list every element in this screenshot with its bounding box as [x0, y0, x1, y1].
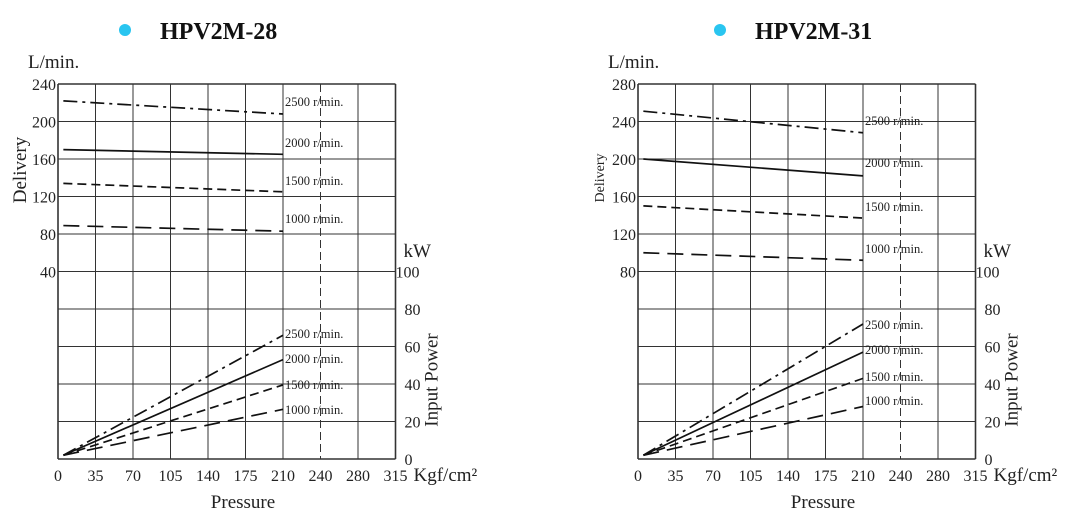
delivery-line-1000 [643, 251, 864, 262]
x-tick-label: 70 [705, 468, 721, 485]
power-tick-label: 100 [976, 265, 1000, 282]
x-tick-label: 105 [159, 468, 183, 485]
delivery-line-2000 [63, 148, 284, 156]
x-tick-label: 240 [889, 468, 913, 485]
power-line-1500 [643, 377, 864, 457]
delivery-tick-label: 280 [612, 77, 636, 94]
x-tick-label: 140 [196, 468, 220, 485]
delivery-line-2500 [643, 110, 864, 134]
power-series-label: 1000 r/min. [285, 403, 343, 417]
power-tick-label: 0 [985, 452, 993, 469]
power-tick-label: 20 [985, 415, 1001, 432]
power-line-1000 [63, 408, 284, 457]
x-tick-label: 105 [739, 468, 763, 485]
delivery-tick-label: 120 [32, 190, 56, 207]
x-axis-title: Pressure [211, 492, 275, 513]
x-tick-label: 280 [926, 468, 950, 485]
delivery-tick-label: 160 [612, 190, 636, 207]
chart-title: HPV2M-28 [160, 19, 277, 45]
delivery-series-label: 2000 r/min. [865, 156, 923, 170]
power-tick-label: 40 [985, 377, 1001, 394]
delivery-line-1500 [63, 182, 284, 193]
x-axis-title: Pressure [791, 492, 855, 513]
x-tick-label: 175 [234, 468, 258, 485]
power-series-label: 1000 r/min. [865, 394, 923, 408]
power-line-2000 [63, 358, 284, 457]
power-axis-title: Input Power [422, 333, 443, 427]
x-unit-label: Kgf/cm² [994, 465, 1058, 486]
delivery-tick-label: 160 [32, 152, 56, 169]
delivery-tick-label: 80 [620, 265, 636, 282]
delivery-axis-title: Delivery [10, 136, 31, 203]
delivery-series-label: 1500 r/min. [865, 200, 923, 214]
power-tick-label: 20 [405, 415, 421, 432]
delivery-axis-title: Delivery [593, 154, 608, 203]
x-tick-label: 70 [125, 468, 141, 485]
power-tick-label: 60 [405, 340, 421, 357]
delivery-tick-label: 40 [40, 265, 56, 282]
power-line-2500 [642, 323, 864, 456]
x-unit-label: Kgf/cm² [414, 465, 478, 486]
power-tick-label: 80 [985, 302, 1001, 319]
delivery-tick-label: 120 [612, 227, 636, 244]
delivery-unit-label: L/min. [608, 52, 659, 73]
delivery-line-1500 [643, 205, 864, 219]
power-series-label: 1500 r/min. [285, 378, 343, 392]
delivery-line-2000 [643, 158, 864, 177]
x-tick-label: 175 [814, 468, 838, 485]
power-unit-label: kW [984, 241, 1012, 262]
power-series-label: 2500 r/min. [285, 327, 343, 341]
power-series-label: 2000 r/min. [285, 352, 343, 366]
power-series-label: 2500 r/min. [865, 318, 923, 332]
power-line-1000 [643, 405, 864, 457]
x-tick-label: 35 [88, 468, 104, 485]
power-line-2500 [62, 334, 284, 456]
delivery-series-label: 1500 r/min. [285, 174, 343, 188]
chart-title: HPV2M-31 [755, 19, 872, 45]
x-tick-label: 140 [776, 468, 800, 485]
bullet-icon [119, 24, 131, 36]
power-series-label: 2000 r/min. [865, 343, 923, 357]
power-tick-label: 100 [396, 265, 420, 282]
delivery-tick-label: 80 [40, 227, 56, 244]
x-tick-label: 0 [54, 468, 62, 485]
x-tick-label: 315 [384, 468, 408, 485]
delivery-series-label: 2500 r/min. [285, 95, 343, 109]
power-tick-label: 0 [405, 452, 413, 469]
power-series-label: 1500 r/min. [865, 370, 923, 384]
power-tick-label: 80 [405, 302, 421, 319]
x-tick-label: 280 [346, 468, 370, 485]
delivery-tick-label: 240 [32, 77, 56, 94]
delivery-series-label: 2000 r/min. [285, 136, 343, 150]
delivery-series-label: 1000 r/min. [285, 212, 343, 226]
x-tick-label: 315 [964, 468, 988, 485]
delivery-tick-label: 200 [32, 115, 56, 132]
power-line-2000 [642, 351, 864, 457]
power-line-1500 [63, 384, 284, 457]
x-tick-label: 210 [851, 468, 875, 485]
x-tick-label: 35 [668, 468, 684, 485]
x-tick-label: 210 [271, 468, 295, 485]
power-unit-label: kW [404, 241, 432, 262]
power-tick-label: 60 [985, 340, 1001, 357]
delivery-line-1000 [63, 224, 284, 233]
x-tick-label: 0 [634, 468, 642, 485]
x-tick-label: 240 [309, 468, 333, 485]
delivery-tick-label: 200 [612, 152, 636, 169]
delivery-series-label: 1000 r/min. [865, 242, 923, 256]
delivery-line-2500 [63, 100, 284, 115]
delivery-series-label: 2500 r/min. [865, 114, 923, 128]
bullet-icon [714, 24, 726, 36]
power-tick-label: 40 [405, 377, 421, 394]
delivery-tick-label: 240 [612, 115, 636, 132]
delivery-unit-label: L/min. [28, 52, 79, 73]
power-axis-title: Input Power [1002, 333, 1023, 427]
